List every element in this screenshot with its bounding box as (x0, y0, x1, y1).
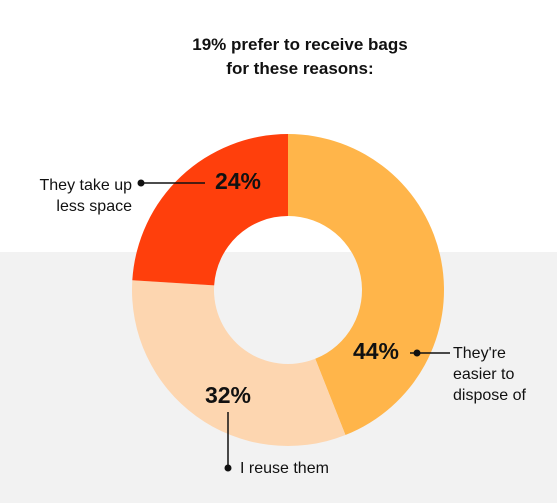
connector-dot (137, 179, 145, 187)
chart-title: 19% prefer to receive bags (192, 35, 407, 54)
category-label: I reuse them (240, 460, 329, 477)
donut-slice (131, 280, 346, 446)
value-label: 32% (205, 382, 251, 408)
category-label: They're easier to dispose of (453, 345, 526, 404)
category-label: They take up less space (39, 177, 133, 215)
donut-slice (132, 134, 288, 286)
value-label: 44% (353, 338, 399, 364)
donut-slice (288, 134, 444, 436)
chart-title: for these reasons: (226, 59, 373, 78)
connector-dot (224, 464, 232, 472)
connector-dot (413, 349, 421, 357)
value-label: 24% (215, 168, 261, 194)
